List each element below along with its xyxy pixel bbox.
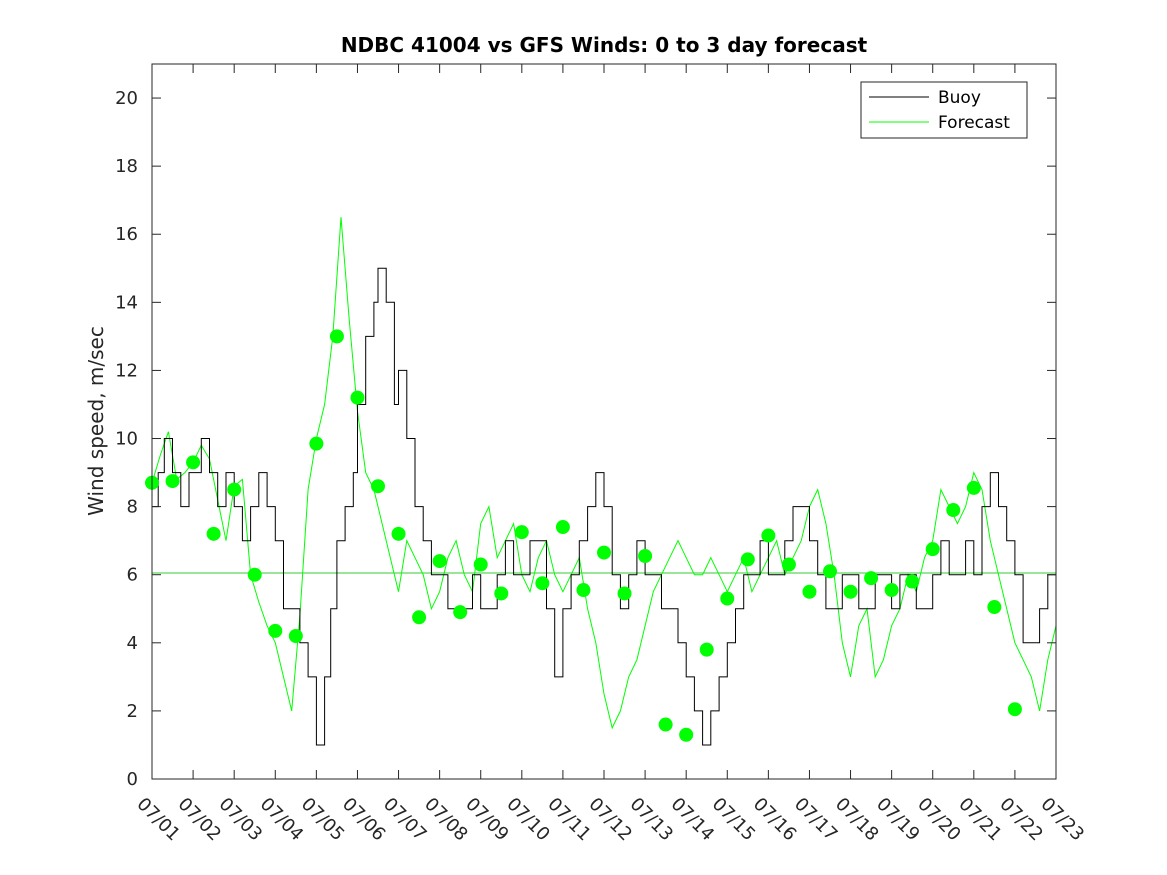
x-tick-label: 07/06 (338, 794, 390, 846)
x-tick-label: 07/18 (831, 794, 883, 846)
forecast-marker-point (329, 329, 344, 344)
forecast-marker-point (720, 591, 735, 606)
x-tick-label: 07/21 (954, 794, 1006, 846)
x-tick-label: 07/23 (1036, 794, 1088, 846)
x-tick-label: 07/22 (995, 794, 1047, 846)
forecast-marker-point (555, 520, 570, 535)
legend-forecast-label: Forecast (938, 113, 1010, 133)
x-tick-label: 07/11 (543, 794, 595, 846)
forecast-marker-point (371, 479, 385, 494)
x-tick-label: 07/02 (174, 794, 226, 846)
plot-area (152, 64, 1056, 779)
x-tick-label: 07/20 (913, 794, 965, 846)
forecast-marker-point (227, 482, 242, 497)
forecast-marker-point (391, 526, 406, 541)
marker-layer (145, 329, 1022, 742)
forecast-marker-point (350, 390, 365, 405)
x-tick-label: 07/05 (297, 794, 349, 846)
forecast-marker-point (823, 564, 837, 579)
forecast-marker-point (802, 584, 817, 599)
y-tick-label: 12 (115, 360, 138, 381)
forecast-marker-point (432, 554, 447, 569)
forecast-marker-point (494, 586, 509, 601)
forecast-marker-point (186, 455, 201, 470)
x-tick-label: 07/01 (132, 794, 184, 846)
forecast-marker-point (658, 717, 673, 732)
forecast-marker-point (987, 600, 1002, 615)
forecast-marker-point (699, 642, 714, 657)
x-tick-label: 07/14 (667, 794, 719, 846)
forecast-marker-point (925, 542, 940, 557)
y-tick-label: 8 (127, 497, 138, 518)
x-tick-label: 07/12 (584, 794, 636, 846)
forecast-marker-point (864, 571, 879, 586)
chart-title: NDBC 41004 vs GFS Winds: 0 to 3 day fore… (341, 33, 868, 57)
x-tick-label: 07/08 (420, 794, 472, 846)
y-tick-label: 4 (127, 633, 138, 654)
forecast-marker-point (535, 576, 550, 591)
forecast-marker-point (165, 474, 180, 489)
forecast-marker-point (576, 583, 591, 598)
forecast-marker-point (740, 552, 755, 567)
y-tick-label: 20 (115, 88, 138, 109)
forecast-marker-point (781, 557, 796, 572)
forecast-marker-point (597, 545, 611, 560)
legend-buoy-label: Buoy (938, 88, 981, 108)
forecast-marker-point (679, 727, 694, 742)
forecast-marker-point (843, 584, 858, 599)
forecast-marker-point (412, 610, 427, 625)
forecast-marker-point (453, 605, 468, 620)
buoy-series-line (152, 267, 1057, 746)
forecast-marker-point (884, 583, 899, 598)
forecast-marker-point (946, 503, 961, 518)
forecast-marker-point (206, 526, 221, 541)
forecast-marker-point (247, 567, 262, 582)
x-tick-label: 07/13 (626, 794, 678, 846)
legend: Buoy Forecast (860, 81, 1028, 139)
y-tick-label: 10 (115, 429, 138, 450)
y-tick-label: 6 (127, 565, 138, 586)
forecast-marker-point (905, 574, 920, 589)
y-tick-label: 18 (115, 156, 138, 177)
forecast-marker-point (309, 436, 324, 451)
forecast-marker-point (638, 548, 653, 563)
forecast-marker-point (1007, 702, 1022, 717)
forecast-marker-point (514, 525, 529, 540)
series-layer (151, 217, 1057, 746)
legend-box (860, 81, 1028, 139)
y-axis-label: Wind speed, m/sec (84, 326, 108, 516)
x-tick-label: 07/10 (502, 794, 554, 846)
forecast-marker-point (268, 623, 283, 638)
x-tick-label: 07/15 (708, 794, 760, 846)
x-tick-label: 07/16 (749, 794, 801, 846)
x-tick-label: 07/17 (790, 794, 842, 846)
x-tick-label: 07/03 (215, 794, 267, 846)
forecast-marker-point (473, 557, 488, 572)
x-tick-label: 07/07 (379, 794, 431, 846)
y-tick-label: 16 (115, 224, 138, 245)
y-tick-label: 14 (115, 292, 138, 313)
x-tick-label: 07/04 (256, 794, 308, 846)
forecast-marker-point (617, 586, 632, 601)
forecast-marker-point (761, 528, 776, 543)
forecast-marker-point (966, 480, 981, 495)
forecast-series-line (151, 217, 1057, 730)
y-tick-label: 2 (127, 701, 138, 722)
y-axis: 0 2 4 6 8 10 12 14 16 18 20 (115, 88, 1056, 790)
y-tick-label: 0 (127, 769, 138, 790)
x-tick-label: 07/19 (872, 794, 924, 846)
x-tick-label: 07/09 (461, 794, 513, 846)
forecast-marker-point (288, 629, 303, 643)
